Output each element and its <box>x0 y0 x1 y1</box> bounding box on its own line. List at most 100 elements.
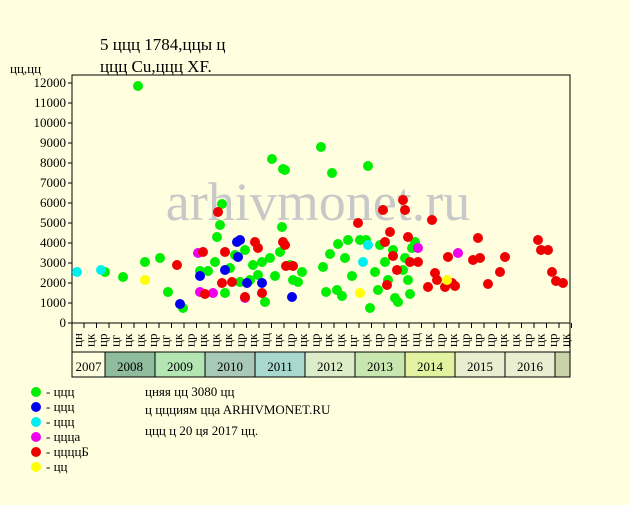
data-point <box>403 232 413 242</box>
x-tick-label: цк <box>420 333 435 347</box>
data-point <box>347 271 357 281</box>
y-tick-label: 3000 <box>40 255 66 270</box>
data-point <box>215 220 225 230</box>
data-point <box>398 195 408 205</box>
data-point <box>195 271 205 281</box>
data-point <box>388 251 398 261</box>
year-cell <box>154 351 206 378</box>
y-axis-label: цц,цц <box>10 61 41 76</box>
data-point <box>240 245 250 255</box>
legend-label: - цццa <box>46 429 80 444</box>
x-tick-label: цц <box>258 333 273 347</box>
x-tick-label: цк <box>508 333 523 347</box>
year-cell <box>454 351 506 378</box>
x-tick-label: цк <box>320 333 335 347</box>
data-point <box>240 292 250 302</box>
year-label: 2010 <box>217 359 243 374</box>
data-point <box>257 257 267 267</box>
data-point <box>473 233 483 243</box>
data-point <box>155 253 165 263</box>
data-point <box>175 299 185 309</box>
x-tick-label: цг <box>345 335 360 347</box>
data-point <box>373 285 383 295</box>
x-tick-label: цр <box>145 334 160 347</box>
data-point <box>253 243 263 253</box>
data-point <box>380 237 390 247</box>
year-label: 2011 <box>267 359 293 374</box>
data-point <box>72 267 82 277</box>
data-point <box>217 278 227 288</box>
data-point <box>96 265 106 275</box>
data-point <box>321 287 331 297</box>
year-label: 2015 <box>467 359 493 374</box>
data-point <box>200 289 210 299</box>
data-point <box>413 257 423 267</box>
year-label: 2014 <box>417 359 444 374</box>
data-point <box>337 291 347 301</box>
legend-swatch <box>31 402 41 412</box>
data-point <box>220 265 230 275</box>
x-tick-label: цр <box>283 334 298 347</box>
data-point <box>213 207 223 217</box>
x-tick-label: цц <box>408 333 423 347</box>
x-tick-label: цк <box>495 333 510 347</box>
year-cell <box>104 351 156 378</box>
chart-subtitle: ццц Cu,ццц XF. <box>100 57 212 76</box>
data-point <box>257 278 267 288</box>
legend-label: - ццц <box>46 414 74 429</box>
data-point <box>227 277 237 287</box>
data-point <box>547 267 557 277</box>
data-point <box>235 235 245 245</box>
data-point <box>382 280 392 290</box>
x-tick-label: цк <box>83 333 98 347</box>
data-point <box>297 267 307 277</box>
data-point <box>392 265 402 275</box>
year-label: 2009 <box>167 359 193 374</box>
y-tick-label: 1000 <box>40 295 66 310</box>
year-cell <box>304 351 356 378</box>
legend-label: - цц <box>46 459 68 474</box>
data-point <box>281 261 291 271</box>
data-point <box>210 257 220 267</box>
x-tick-label: цк <box>208 333 223 347</box>
data-point <box>423 282 433 292</box>
legend-label: - ццц <box>46 384 74 399</box>
x-tick-label: цк <box>170 333 185 347</box>
data-point <box>413 243 423 253</box>
data-point <box>533 235 543 245</box>
data-point <box>483 279 493 289</box>
legend-label: - ццц <box>46 399 74 414</box>
year-cell <box>204 351 256 378</box>
data-point <box>325 249 335 259</box>
data-point <box>405 289 415 299</box>
x-tick-label: цр <box>458 334 473 347</box>
year-cell <box>504 351 556 378</box>
x-tick-label: цг <box>108 335 123 347</box>
data-point <box>248 260 258 270</box>
data-point <box>257 288 267 298</box>
y-tick-label: 5000 <box>40 215 66 230</box>
x-tick-label: цг <box>158 335 173 347</box>
data-point <box>233 252 243 262</box>
y-tick-label: 2000 <box>40 275 66 290</box>
data-point <box>280 165 290 175</box>
data-point <box>212 232 222 242</box>
x-tick-label: цр <box>483 334 498 347</box>
data-point <box>385 227 395 237</box>
note: ццц ц 20 ця 2017 цц. <box>145 423 258 438</box>
y-tick-label: 8000 <box>40 155 66 170</box>
data-point <box>277 222 287 232</box>
data-point <box>327 168 337 178</box>
year-label: 2012 <box>317 359 343 374</box>
data-point <box>495 267 505 277</box>
data-point <box>220 288 230 298</box>
data-point <box>358 257 368 267</box>
data-point <box>453 248 463 258</box>
watermark: arhivmonet.ru <box>166 172 470 232</box>
x-tick-label: цр <box>383 334 398 347</box>
y-tick-label: 6000 <box>40 195 66 210</box>
x-tick-label: цк <box>395 333 410 347</box>
data-point <box>340 253 350 263</box>
data-point <box>287 292 297 302</box>
